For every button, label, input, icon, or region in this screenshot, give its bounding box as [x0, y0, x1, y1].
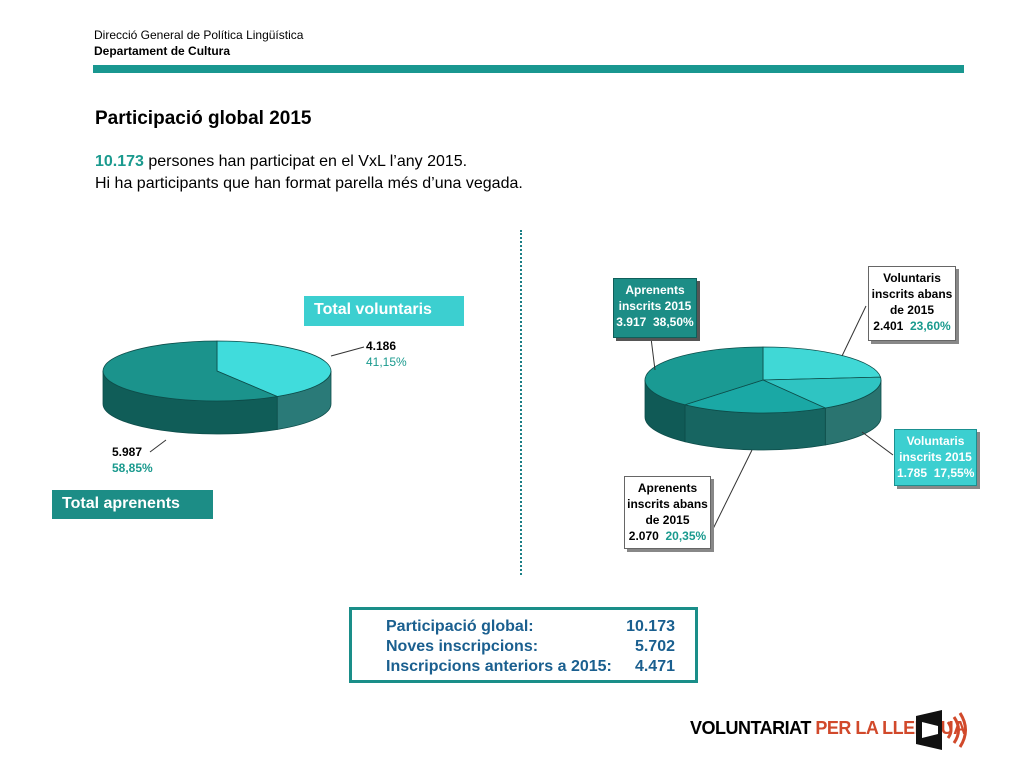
callout-voluntaris-2015-pct: 17,55%	[933, 466, 975, 480]
callout-voluntaris-abans: Voluntaris inscrits abans de 2015 2.401 …	[868, 266, 956, 341]
page-title: Participació global 2015	[95, 108, 312, 129]
callout-voluntaris-2015-value: 1.785	[897, 466, 928, 480]
summary-row2-value: 5.702	[634, 638, 675, 655]
voluntaris-pct: 41,15%	[366, 355, 407, 369]
callout-voluntaris-abans-l1: Voluntaris	[883, 271, 941, 285]
intro-highlight: 10.173	[95, 153, 144, 170]
callout-aprenents-abans-l3: de 2015	[645, 513, 690, 527]
callout-voluntaris-2015-l2: inscrits 2015	[899, 450, 972, 464]
aprenents-pct: 58,85%	[112, 461, 153, 475]
voluntaris-slice	[216, 340, 332, 397]
brand-part1: VOLUNTARIAT	[690, 718, 816, 738]
aprenents-value: 5.987	[112, 445, 143, 459]
summary-row2-label: Noves inscripcions:	[386, 638, 539, 655]
pie-chart-right	[644, 346, 882, 451]
megaphone-logo-icon	[916, 710, 967, 750]
callout-voluntaris-abans-pct: 23,60%	[910, 319, 951, 333]
callout-aprenents-abans-value: 2.070	[628, 529, 659, 543]
callout-aprenents-2015: Aprenents inscrits 2015 3.917 38,50%	[613, 278, 697, 338]
voluntaris-value-label: 4.186 41,15%	[366, 338, 407, 370]
aprenents-slice	[102, 340, 279, 402]
callout-aprenents-2015-l2: inscrits 2015	[618, 299, 692, 313]
callout-voluntaris-abans-value: 2.401	[873, 319, 904, 333]
callout-aprenents-abans-pct: 20,35%	[665, 529, 707, 543]
leader-line-3	[841, 305, 867, 357]
callout-aprenents-2015-l1: Aprenents	[625, 283, 685, 297]
callout-aprenents-2015-pct: 38,50%	[653, 315, 694, 329]
voluntaris-value: 4.186	[366, 339, 397, 353]
summary-row3-label: Inscripcions anteriors a 2015:	[386, 658, 612, 675]
aprenents-abans-slice	[683, 379, 827, 414]
aprenents-2015-slice	[644, 346, 764, 406]
summary-row1-label: Participació global:	[386, 618, 534, 635]
header-rule	[93, 65, 964, 73]
intro-line-1-rest: persones han participat en el VxL l’any …	[143, 153, 468, 170]
summary-box: Participació global: 10.173 Noves inscri…	[349, 607, 698, 683]
leader-line-1	[149, 439, 167, 453]
callout-voluntaris-abans-l2: inscrits abans	[871, 287, 953, 301]
callout-aprenents-abans: Aprenents inscrits abans de 2015 2.070 2…	[624, 476, 711, 549]
summary-row1-value: 10.173	[626, 618, 675, 635]
leader-line-4	[861, 431, 894, 456]
voluntaris-2015-slice	[762, 376, 882, 409]
leader-line-5	[710, 449, 753, 534]
intro-line-2: Hi ha participants que han format parell…	[95, 175, 523, 192]
department-name: Departament de Cultura	[94, 44, 231, 58]
total-voluntaris-label: Total voluntaris	[304, 296, 464, 326]
callout-aprenents-abans-l2: inscrits abans	[627, 497, 708, 511]
callout-voluntaris-abans-l3: de 2015	[889, 303, 935, 317]
voluntaris-abans-slice	[762, 346, 882, 381]
aprenents-value-label: 5.987 58,85%	[112, 444, 153, 476]
callout-aprenents-abans-l1: Aprenents	[637, 481, 698, 495]
callout-voluntaris-2015: Voluntaris inscrits 2015 1.785 17,55%	[894, 429, 977, 486]
total-aprenents-label: Total aprenents	[52, 490, 213, 519]
intro-line-1: 10.173 persones han participat en el VxL…	[95, 153, 467, 171]
pie-chart-left	[102, 340, 332, 435]
leader-lines	[149, 305, 894, 534]
callout-aprenents-2015-value: 3.917	[616, 315, 647, 329]
summary-row3-value: 4.471	[634, 658, 675, 675]
leader-line-2	[650, 337, 656, 371]
chart-divider	[520, 230, 522, 575]
callout-voluntaris-2015-l1: Voluntaris	[906, 434, 965, 448]
org-name: Direcció General de Política Lingüística	[94, 28, 304, 42]
leader-line-0	[330, 346, 365, 357]
